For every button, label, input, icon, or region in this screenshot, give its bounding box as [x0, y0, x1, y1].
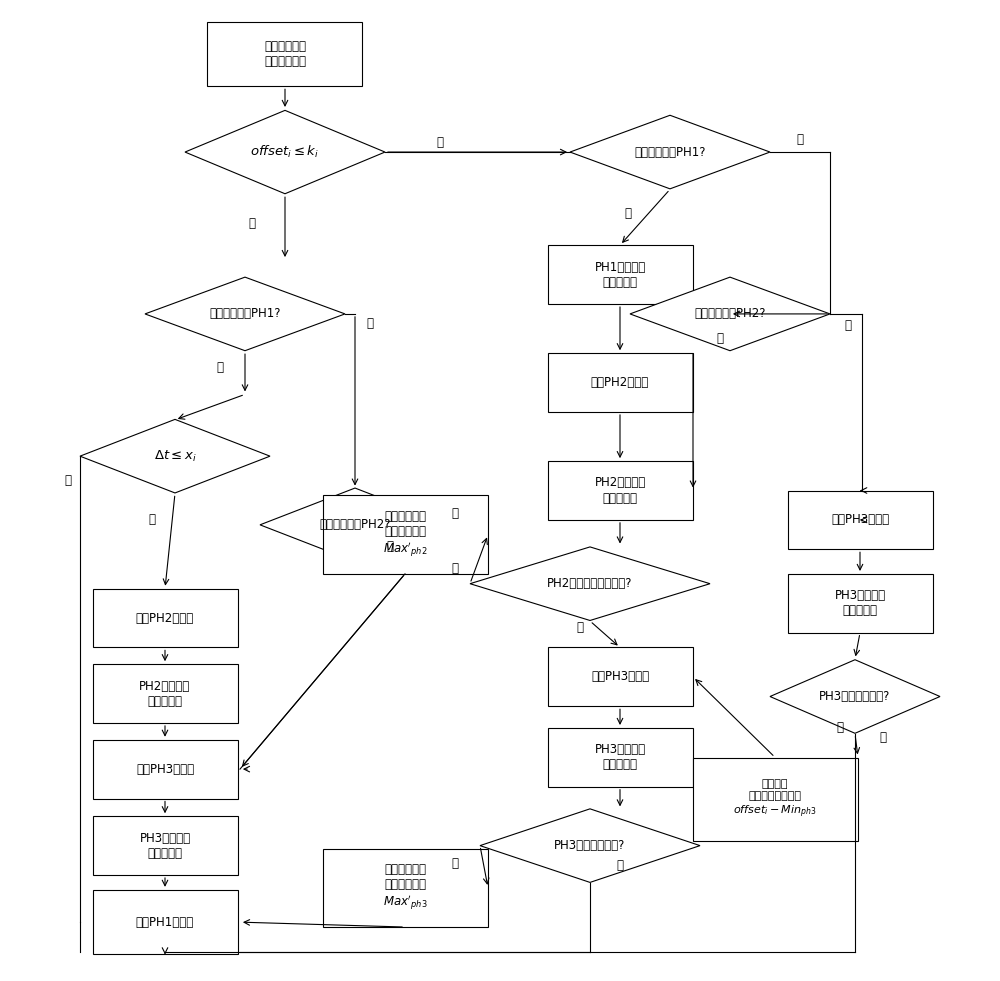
Text: 给予PH3通行权: 给予PH3通行权 [591, 670, 649, 684]
FancyBboxPatch shape [548, 647, 692, 706]
Polygon shape [480, 808, 700, 883]
FancyBboxPatch shape [788, 490, 932, 549]
Text: 否: 否 [616, 858, 624, 872]
Text: 是: 是 [452, 562, 458, 576]
Text: 否: 否 [836, 721, 844, 735]
FancyBboxPatch shape [548, 461, 692, 520]
FancyBboxPatch shape [548, 245, 692, 304]
Text: 是: 是 [452, 856, 458, 870]
Text: 是: 是 [386, 540, 394, 553]
Text: 路口正在运行PH2?: 路口正在运行PH2? [319, 518, 391, 532]
FancyBboxPatch shape [93, 664, 238, 723]
FancyBboxPatch shape [93, 740, 238, 799]
Text: PH3相位运行
最小绿时间: PH3相位运行 最小绿时间 [139, 832, 191, 859]
Text: 给予PH3通行权: 给予PH3通行权 [136, 762, 194, 776]
Polygon shape [470, 546, 710, 620]
Text: 基准路口开始
运行协调相位: 基准路口开始 运行协调相位 [264, 40, 306, 68]
FancyBboxPatch shape [93, 816, 238, 875]
Text: $\Delta t \leq x_i$: $\Delta t \leq x_i$ [154, 448, 196, 464]
Text: 是: 是 [716, 332, 724, 345]
FancyBboxPatch shape [93, 589, 238, 647]
Text: 给予PH1通行权: 给予PH1通行权 [136, 915, 194, 929]
Polygon shape [770, 659, 940, 733]
Text: 否: 否 [436, 135, 444, 149]
Text: 给予PH2通行权: 给予PH2通行权 [591, 376, 649, 389]
FancyBboxPatch shape [788, 574, 932, 633]
Polygon shape [260, 488, 450, 561]
Text: PH2相位运行
最小绿时间: PH2相位运行 最小绿时间 [594, 477, 646, 504]
Text: PH1相位运行
最小绿时间: PH1相位运行 最小绿时间 [594, 261, 646, 288]
FancyBboxPatch shape [93, 891, 238, 954]
Text: PH2相位车辆检测需求?: PH2相位车辆检测需求? [547, 577, 633, 591]
Text: 运行单位
绿延长时间，直到
$offset_i-Min_{ph3}$: 运行单位 绿延长时间，直到 $offset_i-Min_{ph3}$ [733, 780, 817, 819]
Text: 是: 是 [624, 207, 632, 221]
Polygon shape [145, 277, 345, 350]
Text: 是: 是 [216, 361, 224, 375]
Polygon shape [570, 115, 770, 188]
FancyBboxPatch shape [548, 728, 692, 787]
FancyBboxPatch shape [207, 22, 362, 85]
Polygon shape [630, 277, 830, 350]
Text: 路口正在运行PH2?: 路口正在运行PH2? [694, 307, 766, 321]
Polygon shape [185, 111, 385, 194]
Text: 是: 是 [248, 217, 256, 231]
Text: 否: 否 [64, 474, 72, 488]
Text: 是: 是 [880, 731, 887, 745]
Text: 是: 是 [148, 513, 156, 527]
Text: 否: 否 [844, 319, 852, 333]
Text: 否: 否 [576, 621, 584, 635]
FancyBboxPatch shape [548, 353, 692, 412]
Text: 给予PH2通行权: 给予PH2通行权 [136, 611, 194, 625]
Text: 否: 否 [796, 132, 804, 146]
Text: PH2相位运行
最小绿时间: PH2相位运行 最小绿时间 [139, 680, 191, 707]
Text: 路口正在运行PH1?: 路口正在运行PH1? [634, 145, 706, 159]
Text: 运行单位绿延
长时间，直到
$Max'_{ph2}$: 运行单位绿延 长时间，直到 $Max'_{ph2}$ [383, 510, 427, 559]
FancyBboxPatch shape [322, 495, 488, 574]
FancyBboxPatch shape [692, 757, 858, 842]
Text: PH3相位运行
最小绿时间: PH3相位运行 最小绿时间 [594, 744, 646, 771]
Text: PH3车辆检测需求?: PH3车辆检测需求? [554, 839, 626, 852]
Text: $offset_i \leq k_i$: $offset_i \leq k_i$ [250, 144, 320, 160]
Text: 运行单位绿延
长时间，直到
$Max'_{ph3}$: 运行单位绿延 长时间，直到 $Max'_{ph3}$ [383, 863, 427, 912]
Text: 否: 否 [452, 506, 458, 520]
Text: 否: 否 [366, 317, 374, 331]
Text: 路口正在运行PH1?: 路口正在运行PH1? [209, 307, 281, 321]
Polygon shape [80, 419, 270, 492]
FancyBboxPatch shape [322, 849, 488, 927]
Text: 给予PH3通行权: 给予PH3通行权 [831, 513, 889, 527]
Text: PH3车辆检测需求?: PH3车辆检测需求? [819, 690, 891, 703]
Text: PH3相位运行
最小绿时间: PH3相位运行 最小绿时间 [834, 590, 886, 617]
